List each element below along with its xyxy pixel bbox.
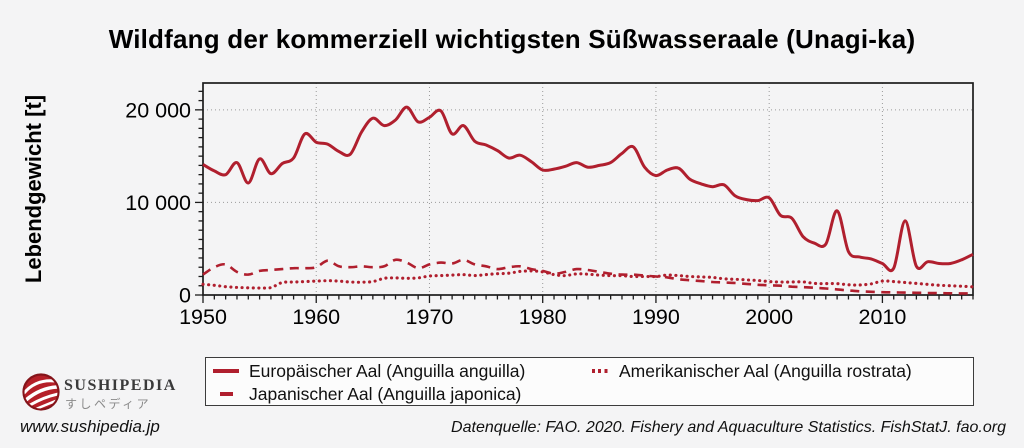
- sushipedia-logo-icon: [22, 373, 60, 411]
- legend-item-japanese-eel: Japanischer Aal (Anguilla japonica): [213, 384, 521, 404]
- legend-label-european-eel: Europäischer Aal (Anguilla anguilla): [249, 360, 526, 381]
- y-tick-label: 10 000: [125, 191, 191, 215]
- x-tick-label: 1980: [519, 305, 567, 329]
- data-source-note: Datenquelle: FAO. 2020. Fishery and Aqua…: [451, 419, 1006, 436]
- legend-item-american-eel: Amerikanischer Aal (Anguilla rostrata): [592, 361, 912, 381]
- series-line-european-eel: [202, 105, 974, 273]
- dotted-line-swatch-icon: [592, 369, 609, 373]
- solid-line-swatch-icon: [213, 369, 239, 373]
- plot-frame: [202, 82, 974, 296]
- x-tick-label: 1990: [632, 305, 680, 329]
- legend-box: [205, 357, 974, 406]
- legend-label-japanese-eel: Japanischer Aal (Anguilla japonica): [249, 383, 522, 404]
- chart-title: Wildfang der kommerziell wichtigsten Süß…: [108, 24, 916, 54]
- y-tick-label: 20 000: [125, 98, 191, 122]
- legend-label-american-eel: Amerikanischer Aal (Anguilla rostrata): [619, 360, 912, 381]
- y-tick-label: 0: [179, 284, 191, 308]
- x-tick-label: 2000: [745, 305, 793, 329]
- x-tick-label: 1960: [292, 305, 340, 329]
- series-line-japanese-eel: [202, 258, 974, 295]
- dashed-line-swatch-icon: [220, 392, 233, 396]
- brand-name-japanese: すしペディア: [65, 397, 152, 411]
- legend-item-european-eel: Europäischer Aal (Anguilla anguilla): [213, 361, 525, 381]
- x-tick-label: 2010: [858, 305, 906, 329]
- x-tick-label: 1970: [406, 305, 454, 329]
- series-line-american-eel: [201, 269, 975, 290]
- x-tick-label: 1950: [179, 305, 227, 329]
- brand-url: www.sushipedia.jp: [20, 417, 160, 436]
- brand-name: Sushipedia: [64, 377, 177, 394]
